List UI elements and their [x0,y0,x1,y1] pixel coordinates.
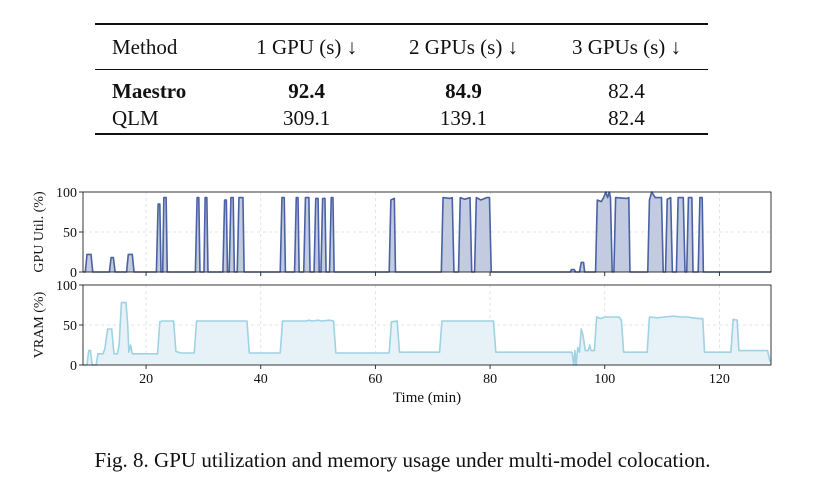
gpu-util-panel: 0 50 100 [56,186,772,281]
vram-ytick-label: 100 [56,279,77,294]
header-method: Method [95,23,232,70]
table-row-maestro: Maestro 92.4 84.9 82.4 [95,70,708,106]
gpu-util-ylabel: GPU Util. (%) [32,191,47,273]
time-xtick-label: 20 [139,372,153,387]
vram-area [83,302,771,365]
cell-value: 309.1 [231,105,383,135]
cell-value: 82.4 [608,79,645,103]
cell-method: QLM [95,105,232,135]
time-xtick-label: 60 [368,372,382,387]
header-1gpu: 1 GPU (s) ↓ [231,23,383,70]
gpu-vram-chart: 0 50 100 0 50 100 20 40 60 80 100 120 GPU Util. (%… [32,186,772,406]
time-xtick-label: 40 [254,372,268,387]
header-3gpus: 3 GPUs (s) ↓ [545,23,708,70]
figure-caption: Fig. 8. GPU utilization and memory usage… [94,448,711,472]
gpu-util-ytick-label: 50 [63,226,77,241]
vram-line [83,301,771,366]
table-row-qlm: QLM 309.1 139.1 82.4 [95,105,708,135]
cell-value: 82.4 [545,105,708,135]
gpu-util-ytick-label: 100 [56,186,77,201]
time-xlabel: Time (min) [393,390,461,406]
cell-method: Maestro [112,79,187,103]
vram-panel: 0 50 100 20 40 60 80 100 120 [56,279,772,387]
cell-value: 84.9 [445,79,482,103]
vram-ytick-label: 50 [63,319,77,334]
cell-value: 139.1 [382,105,545,135]
header-2gpus: 2 GPUs (s) ↓ [382,23,545,70]
table-header-row: Method 1 GPU (s) ↓ 2 GPUs (s) ↓ 3 GPUs (… [95,23,708,70]
time-xtick-label: 100 [594,372,615,387]
vram-ytick-label: 0 [70,359,77,374]
time-xtick-label: 80 [483,372,497,387]
cell-value: 92.4 [288,79,326,103]
time-xtick-label: 120 [709,372,730,387]
vram-ylabel: VRAM (%) [32,291,47,358]
gpu-util-ytick-label: 0 [70,266,77,281]
gpu-util-area [83,192,771,272]
results-table: Method 1 GPU (s) ↓ 2 GPUs (s) ↓ 3 GPUs (… [95,23,708,135]
